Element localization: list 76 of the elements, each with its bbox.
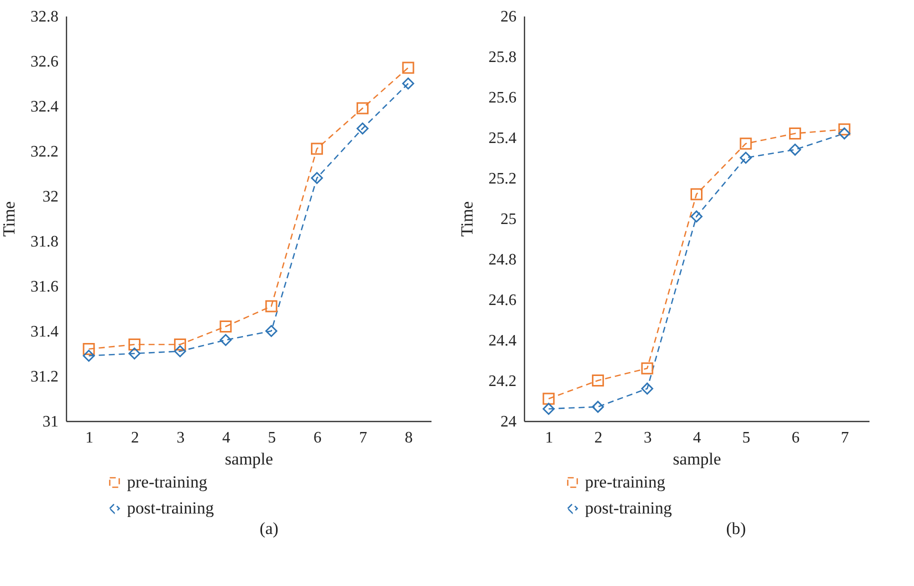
point bbox=[128, 348, 140, 360]
point bbox=[789, 127, 802, 140]
point bbox=[641, 362, 654, 374]
y-axis-title: Time bbox=[0, 201, 18, 237]
point bbox=[265, 300, 278, 312]
y-tick-label: 31 bbox=[42, 414, 58, 430]
y-tick-label: 32.8 bbox=[30, 8, 58, 26]
x-tick-label: 2 bbox=[130, 430, 139, 446]
x-axis-title: sample bbox=[224, 450, 274, 468]
x-tick-label: 2 bbox=[594, 430, 602, 446]
point bbox=[265, 325, 278, 337]
point bbox=[82, 350, 95, 362]
x-tick-label: 6 bbox=[313, 430, 322, 446]
y-tick-label: 31.2 bbox=[30, 368, 58, 386]
x-tick-label: 5 bbox=[268, 430, 276, 446]
x-tick-label: 7 bbox=[359, 430, 368, 446]
y-tick-label: 32.4 bbox=[30, 98, 58, 116]
y-tick-label: 25.2 bbox=[488, 170, 516, 188]
y-tick-label: 24.4 bbox=[488, 332, 516, 350]
y-axis-title: Time bbox=[458, 201, 476, 237]
point bbox=[82, 343, 95, 355]
x-tick-label: 7 bbox=[840, 430, 849, 446]
y-tick-label: 26 bbox=[500, 8, 516, 26]
point bbox=[402, 78, 414, 90]
point bbox=[690, 210, 702, 222]
y-tick-label: 31.6 bbox=[30, 278, 58, 296]
point bbox=[641, 382, 654, 395]
y-tick-label: 31.4 bbox=[30, 324, 58, 340]
x-tick-label: 1 bbox=[545, 430, 554, 446]
point bbox=[592, 400, 604, 413]
text: (a) bbox=[258, 519, 280, 539]
x-tick-label: 6 bbox=[792, 430, 800, 446]
point bbox=[356, 102, 369, 114]
x-tick-label: 3 bbox=[176, 430, 185, 446]
y-tick-label: 24.8 bbox=[488, 252, 516, 268]
y-tick-label: 31.8 bbox=[30, 234, 58, 250]
y-tick-label: 32.2 bbox=[30, 144, 58, 160]
point bbox=[542, 392, 555, 405]
legend-label: post-training bbox=[127, 498, 214, 518]
x-axis-title: sample bbox=[672, 450, 722, 468]
point bbox=[310, 172, 323, 184]
x-tick-label: 5 bbox=[742, 430, 750, 446]
y-tick-label: 25 bbox=[500, 211, 516, 228]
legend-label: pre-training bbox=[585, 472, 666, 492]
x-tick-label: 4 bbox=[693, 430, 701, 446]
y-tick-label: 25.4 bbox=[488, 130, 516, 147]
point bbox=[838, 127, 850, 140]
point bbox=[220, 320, 232, 332]
point bbox=[690, 188, 702, 200]
point bbox=[592, 374, 604, 386]
point bbox=[310, 142, 323, 155]
y-tick-label: 32.6 bbox=[30, 54, 58, 70]
point bbox=[740, 152, 752, 164]
y-tick-label: 32 bbox=[42, 188, 58, 206]
x-tick-label: 1 bbox=[85, 430, 94, 446]
y-tick-label: 25.8 bbox=[488, 49, 516, 66]
x-tick-label: 3 bbox=[644, 430, 652, 446]
y-tick-label: 24 bbox=[500, 414, 516, 430]
point bbox=[740, 138, 752, 150]
point bbox=[128, 338, 140, 350]
point bbox=[789, 144, 802, 156]
legend-label: pre-training bbox=[127, 472, 208, 492]
point bbox=[356, 122, 369, 134]
point bbox=[402, 62, 414, 74]
point bbox=[174, 345, 186, 358]
y-tick-label: 24.2 bbox=[488, 373, 516, 390]
point bbox=[220, 334, 232, 346]
point bbox=[542, 402, 555, 415]
point bbox=[174, 338, 186, 350]
y-tick-label: 25.6 bbox=[488, 90, 516, 106]
text: (b) bbox=[725, 519, 747, 539]
legend-label: post-training bbox=[585, 498, 672, 518]
point bbox=[838, 123, 850, 136]
y-tick-label: 24.6 bbox=[488, 292, 516, 309]
x-tick-label: 8 bbox=[404, 430, 413, 446]
x-tick-label: 4 bbox=[222, 430, 230, 446]
